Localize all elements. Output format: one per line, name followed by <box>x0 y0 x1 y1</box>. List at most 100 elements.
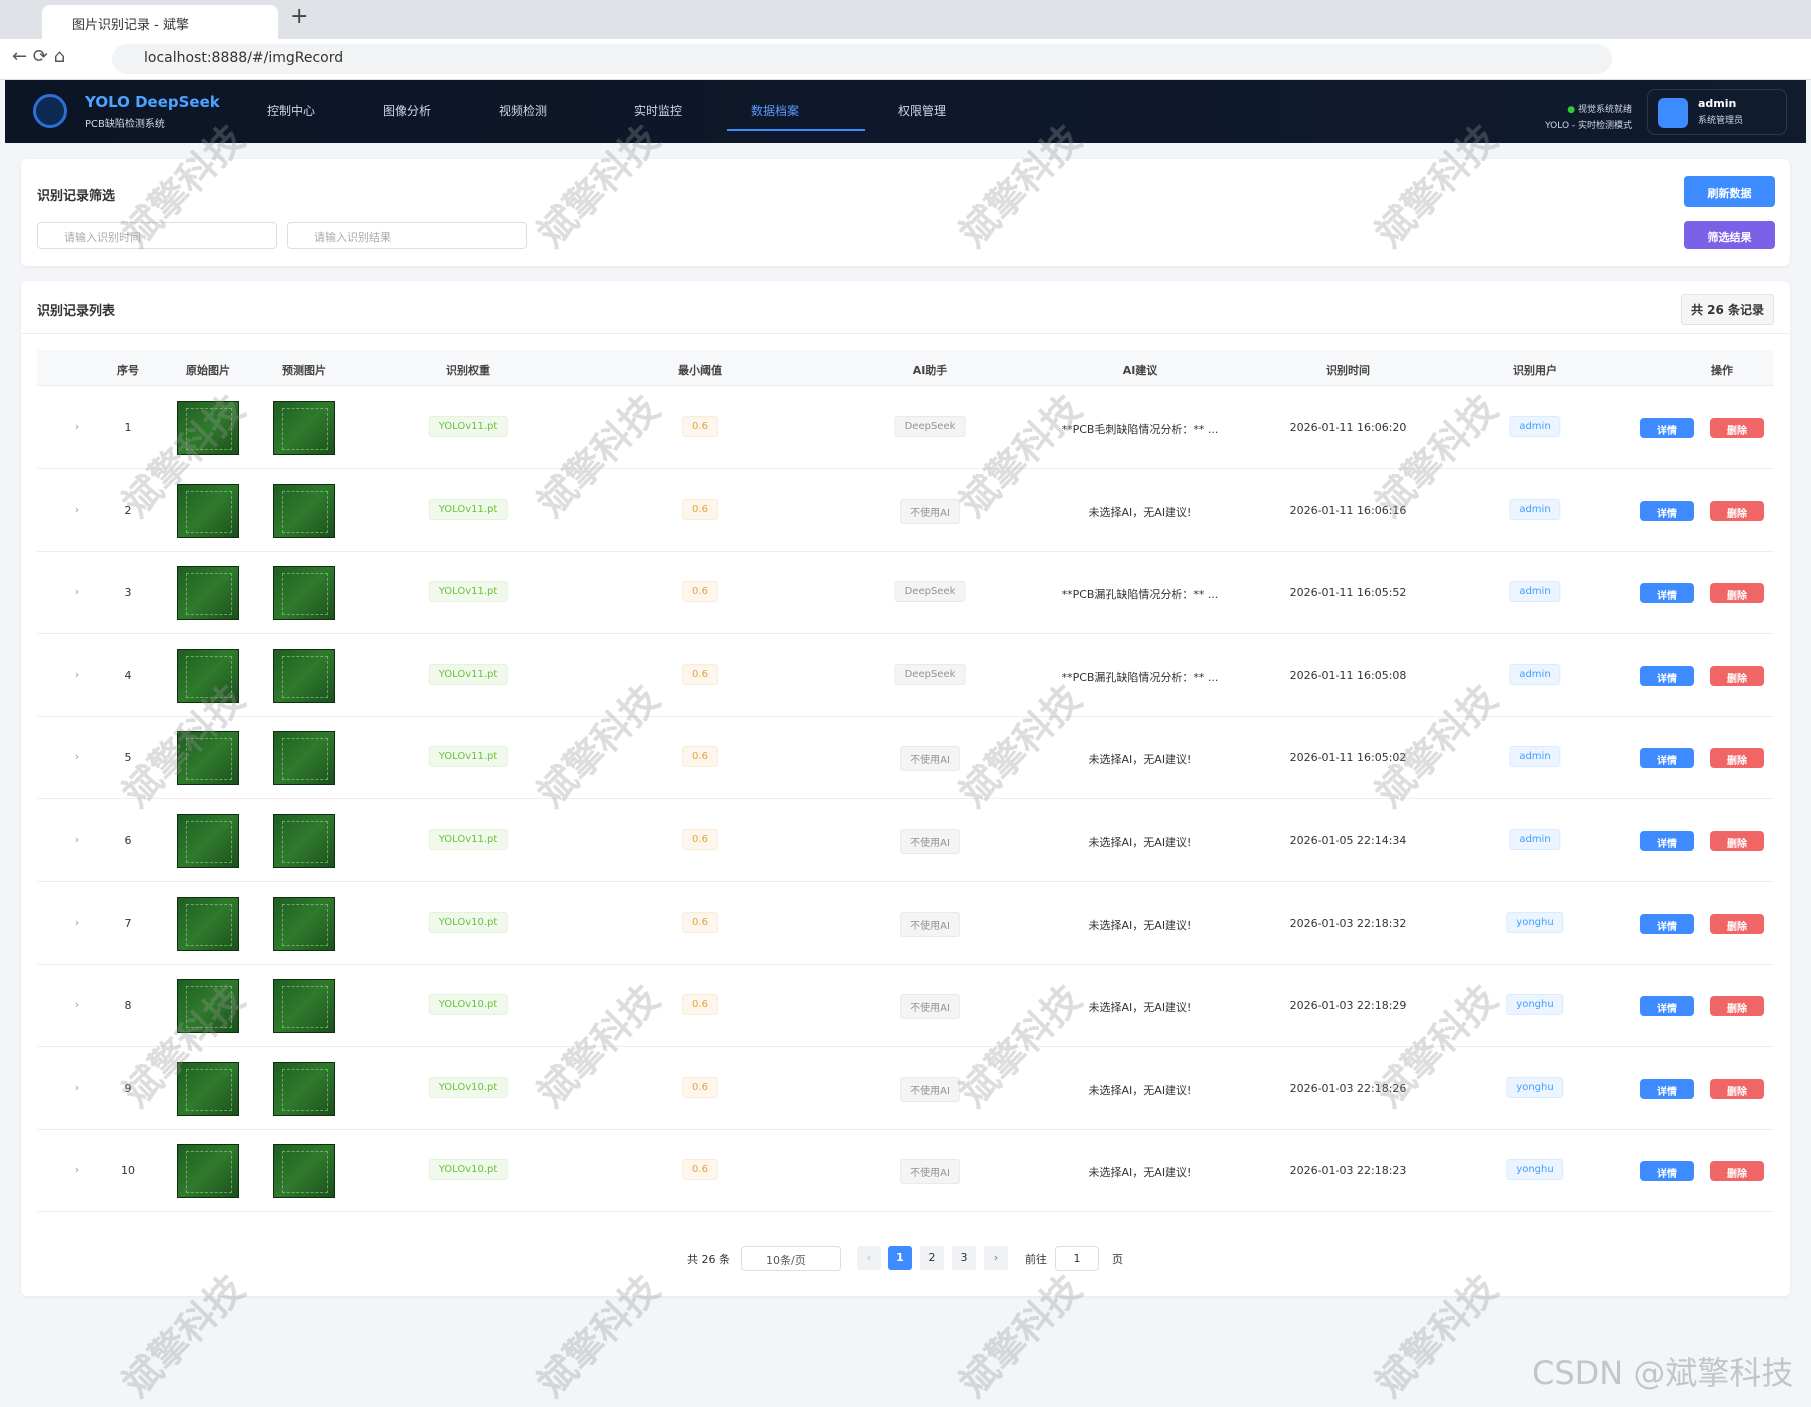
delete-button[interactable]: 删除 <box>1710 500 1764 521</box>
row-divider <box>37 1211 1774 1213</box>
detail-button[interactable]: 详情 <box>1640 996 1694 1017</box>
original-image[interactable] <box>177 896 239 951</box>
threshold-tag: 0.6 <box>682 911 718 933</box>
detail-button[interactable]: 详情 <box>1640 583 1694 604</box>
delete-button[interactable]: 删除 <box>1710 1078 1764 1099</box>
nav-buttons[interactable]: ← ⟳ ⌂ <box>12 46 66 67</box>
original-image[interactable] <box>177 1144 239 1199</box>
expand-icon[interactable]: › <box>74 833 80 846</box>
predicted-image[interactable] <box>273 1144 335 1199</box>
record-time: 2026-01-03 22:18:29 <box>1289 999 1407 1013</box>
expand-icon[interactable]: › <box>74 502 80 516</box>
user-tag: admin <box>1509 746 1561 768</box>
new-tab[interactable]: + <box>290 4 309 29</box>
brand: YOLO DeepSeek <box>85 93 220 111</box>
original-image[interactable] <box>177 648 239 703</box>
record-time: 2026-01-11 16:05:52 <box>1289 586 1407 600</box>
record-time: 2026-01-11 16:05:08 <box>1289 668 1407 682</box>
predicted-image[interactable] <box>273 896 335 951</box>
predicted-image[interactable] <box>273 648 335 703</box>
expand-icon[interactable]: › <box>74 1080 80 1094</box>
delete-button[interactable]: 删除 <box>1710 996 1764 1017</box>
detail-button[interactable]: 详情 <box>1640 1078 1694 1099</box>
delete-button[interactable]: 删除 <box>1710 831 1764 851</box>
filter-button[interactable]: 筛选结果 <box>1684 221 1775 249</box>
page-number[interactable]: 2 <box>920 1246 944 1270</box>
predicted-image[interactable] <box>273 979 335 1034</box>
user-menu[interactable]: admin 系统管理员 <box>1647 89 1787 135</box>
expand-icon[interactable]: › <box>74 998 80 1012</box>
divider <box>21 333 1790 334</box>
original-image[interactable] <box>177 814 239 868</box>
original-image[interactable] <box>177 979 239 1034</box>
threshold-tag: 0.6 <box>682 416 718 437</box>
refresh-button[interactable]: 刷新数据 <box>1684 176 1775 207</box>
expand-icon[interactable]: › <box>74 1163 80 1177</box>
user-name: admin <box>1698 97 1737 110</box>
delete-button[interactable]: 删除 <box>1710 913 1764 934</box>
prev-page[interactable]: ‹ <box>857 1246 881 1270</box>
record-time: 2026-01-03 22:18:23 <box>1289 1164 1407 1178</box>
url[interactable]: localhost:8888/#/imgRecord <box>112 44 1612 74</box>
user-tag: yonghu <box>1506 994 1564 1016</box>
user-tag: admin <box>1509 498 1561 520</box>
nav-item[interactable]: 视频检测 <box>499 104 548 118</box>
column-header: 最小阈值 <box>678 364 722 377</box>
expand-icon[interactable]: › <box>74 915 80 929</box>
nav-item[interactable]: 控制中心 <box>267 104 316 118</box>
predicted-image[interactable] <box>273 401 335 455</box>
predicted-image[interactable] <box>273 1061 335 1116</box>
expand-icon[interactable]: › <box>74 420 80 433</box>
nav-item[interactable]: 权限管理 <box>898 104 947 118</box>
detail-button[interactable]: 详情 <box>1640 500 1694 521</box>
row-index: 4 <box>124 668 132 682</box>
predicted-image[interactable] <box>273 731 335 786</box>
goto-input[interactable]: 1 <box>1055 1246 1099 1271</box>
expand-icon[interactable]: › <box>74 750 80 764</box>
page-number[interactable]: 3 <box>952 1246 976 1270</box>
delete-button[interactable]: 删除 <box>1710 665 1764 686</box>
detail-button[interactable]: 详情 <box>1640 1161 1694 1182</box>
tab-bar: 图片识别记录 - 斌擎 + <box>0 0 1811 39</box>
nav-item[interactable]: 数据档案 <box>751 104 800 118</box>
row-divider <box>37 1128 1774 1130</box>
delete-button[interactable]: 删除 <box>1710 418 1764 438</box>
next-page[interactable]: › <box>984 1246 1008 1270</box>
nav-item[interactable]: 实时监控 <box>634 104 683 118</box>
original-image[interactable] <box>177 401 239 455</box>
record-time: 2026-01-05 22:14:34 <box>1289 834 1407 847</box>
delete-button[interactable]: 删除 <box>1710 1161 1764 1182</box>
expand-icon[interactable]: › <box>74 585 80 599</box>
detail-button[interactable]: 详情 <box>1640 913 1694 934</box>
threshold-tag: 0.6 <box>682 1076 718 1098</box>
record-time: 2026-01-03 22:18:32 <box>1289 916 1407 930</box>
browser-tab[interactable]: 图片识别记录 - 斌擎 <box>42 5 278 39</box>
time-input[interactable]: 请输入识别时间 <box>37 222 277 249</box>
ai-tag: 不使用AI <box>900 498 960 524</box>
delete-button[interactable]: 删除 <box>1710 748 1764 769</box>
nav-item[interactable]: 图像分析 <box>383 104 432 118</box>
column-header: 序号 <box>117 364 139 377</box>
result-input[interactable]: 请输入识别结果 <box>287 222 527 249</box>
detail-button[interactable]: 详情 <box>1640 748 1694 769</box>
detail-button[interactable]: 详情 <box>1640 831 1694 851</box>
threshold-tag: 0.6 <box>682 663 718 685</box>
page-size-select[interactable]: 10条/页 <box>741 1246 841 1271</box>
expand-icon[interactable]: › <box>74 667 80 681</box>
original-image[interactable] <box>177 566 239 621</box>
nav-active-underline <box>727 129 865 131</box>
original-image[interactable] <box>177 731 239 786</box>
original-image[interactable] <box>177 483 239 538</box>
ai-suggestion: **PCB漏孔缺陷情况分析：** ... <box>1061 670 1219 684</box>
row-index: 7 <box>124 916 132 930</box>
ai-tag: 不使用AI <box>900 829 960 854</box>
original-image[interactable] <box>177 1061 239 1116</box>
page-number[interactable]: 1 <box>888 1246 912 1270</box>
predicted-image[interactable] <box>273 814 335 868</box>
detail-button[interactable]: 详情 <box>1640 418 1694 438</box>
predicted-image[interactable] <box>273 483 335 538</box>
detail-button[interactable]: 详情 <box>1640 665 1694 686</box>
filter-card: 识别记录筛选 请输入识别时间 请输入识别结果 刷新数据 筛选结果 <box>21 159 1790 266</box>
delete-button[interactable]: 删除 <box>1710 583 1764 604</box>
predicted-image[interactable] <box>273 566 335 621</box>
